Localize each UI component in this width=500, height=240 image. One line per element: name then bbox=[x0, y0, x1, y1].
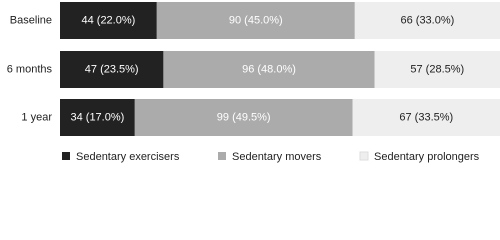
bar-segment bbox=[60, 99, 135, 136]
legend-swatch bbox=[218, 152, 226, 160]
bar-segment bbox=[354, 2, 500, 39]
value-label: 44 (22.0%) bbox=[81, 14, 135, 26]
value-label: 66 (33.0%) bbox=[400, 14, 454, 26]
bar-segment bbox=[374, 51, 500, 88]
value-label: 96 (48.0%) bbox=[242, 63, 296, 75]
value-label: 67 (33.5%) bbox=[399, 111, 453, 123]
legend-swatch bbox=[359, 151, 369, 161]
value-label: 34 (17.0%) bbox=[70, 111, 124, 123]
category-label: Baseline bbox=[10, 14, 52, 26]
bar-segment bbox=[352, 99, 500, 136]
chart: Baseline 44 (22.0%) 90 (45.0%) 66 (33.0%) 6 … bbox=[7, 2, 500, 163]
legend-swatch bbox=[62, 152, 70, 160]
category-label: 6 months bbox=[7, 63, 53, 75]
bar-segment bbox=[60, 2, 157, 39]
category-label: 1 year bbox=[21, 111, 52, 123]
legend-label: Sedentary exercisers bbox=[76, 151, 180, 163]
bar-segment bbox=[156, 2, 355, 39]
bar-segment bbox=[134, 99, 353, 136]
bar-segment bbox=[163, 51, 375, 88]
legend-label: Sedentary movers bbox=[232, 151, 322, 163]
value-label: 90 (45.0%) bbox=[229, 14, 283, 26]
value-label: 57 (28.5%) bbox=[410, 63, 464, 75]
value-label: 47 (23.5%) bbox=[85, 63, 139, 75]
bar-segment bbox=[60, 51, 164, 88]
legend-label: Sedentary prolongers bbox=[374, 151, 480, 163]
value-label: 99 (49.5%) bbox=[217, 111, 271, 123]
